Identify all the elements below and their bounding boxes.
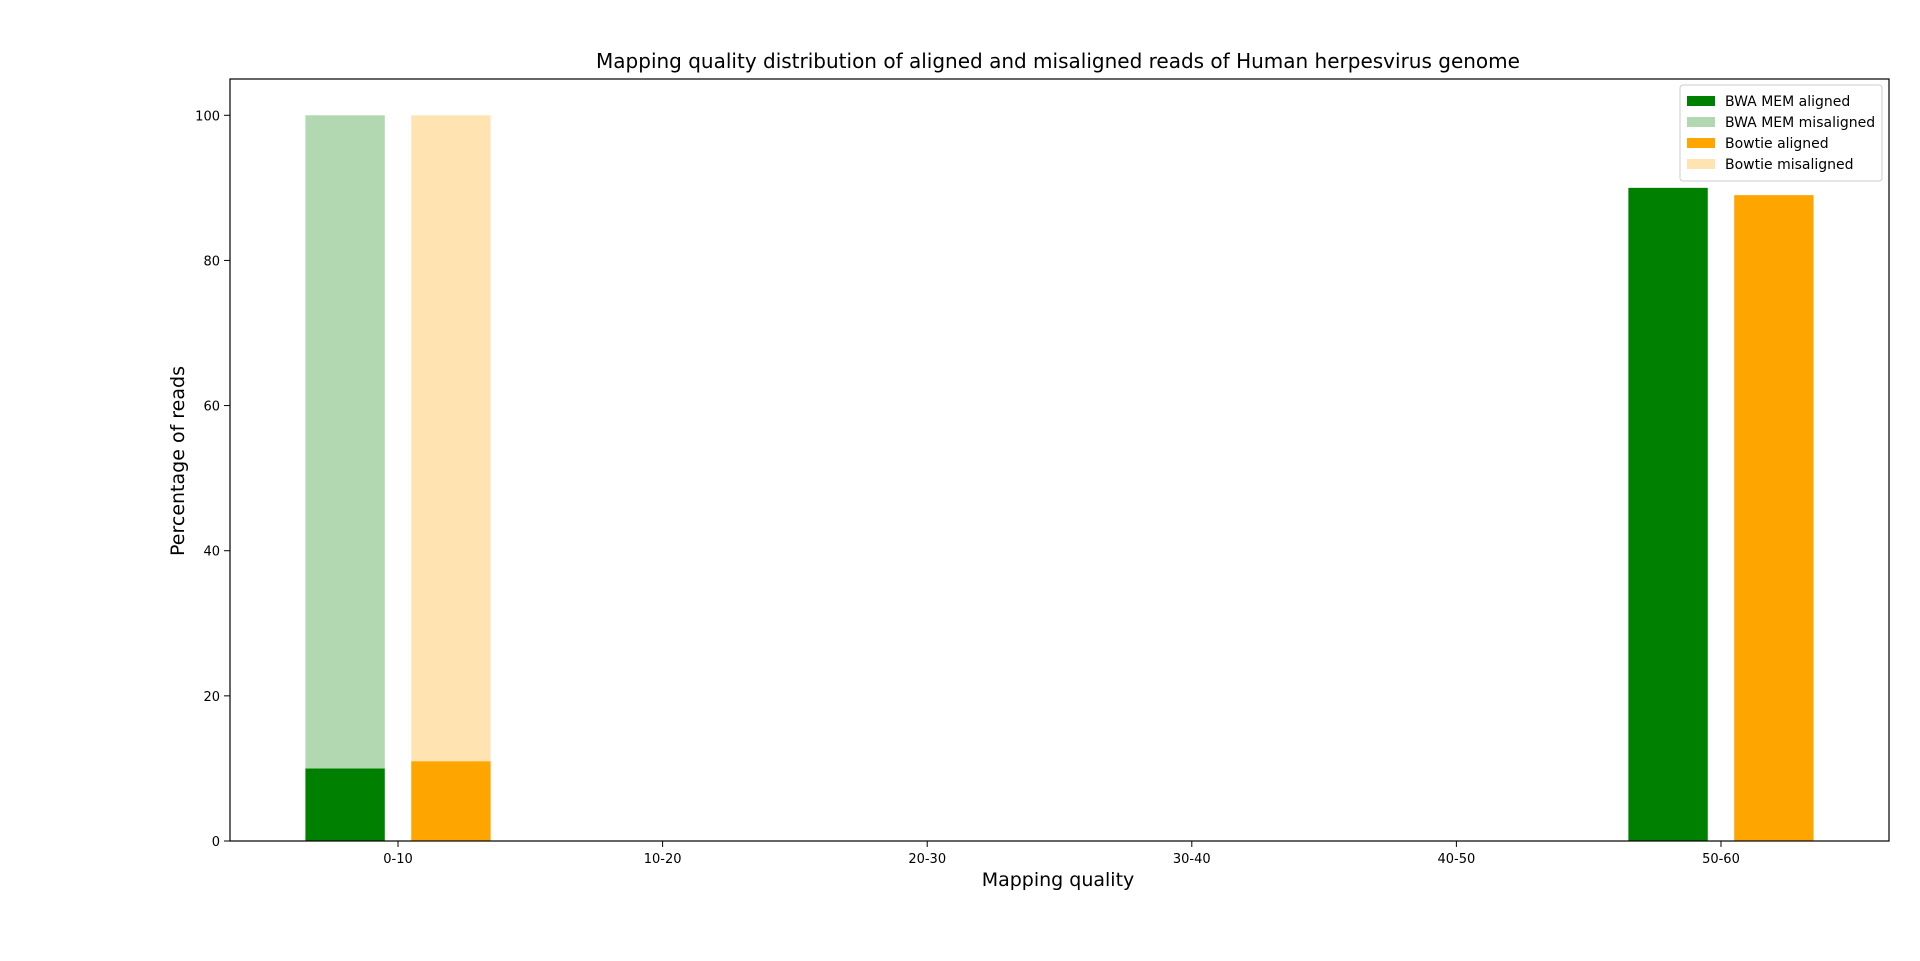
x-axis: 0-10 10-20 20-30 30-40 40-50 50-60 xyxy=(383,841,1740,867)
x-tick-label-10-20: 10-20 xyxy=(644,852,682,867)
y-axis: 0 20 40 60 80 100 xyxy=(195,109,230,850)
x-tick-label-20-30: 20-30 xyxy=(908,852,946,867)
legend-label-1: BWA MEM misaligned xyxy=(1725,115,1875,131)
legend: BWA MEM aligned BWA MEM misaligned Bowtie … xyxy=(1679,84,1883,182)
y-tick-label-60: 60 xyxy=(203,400,220,415)
legend-box xyxy=(1679,84,1883,182)
y-axis-label: Percentage of reads xyxy=(167,366,189,556)
y-tick-label-20: 20 xyxy=(203,690,220,705)
x-axis-label: Mapping quality xyxy=(982,869,1135,891)
y-tick-label-40: 40 xyxy=(203,545,220,560)
x-tick-label-40-50: 40-50 xyxy=(1437,852,1475,867)
bar-bowtie-aligned-50-60 xyxy=(1734,195,1814,842)
legend-swatch-3 xyxy=(1687,159,1715,169)
bar-bwa-aligned-50-60 xyxy=(1628,187,1708,841)
plot-area xyxy=(305,115,1814,842)
x-tick-label-30-40: 30-40 xyxy=(1173,852,1211,867)
legend-swatch-1 xyxy=(1687,117,1715,127)
y-tick-label-100: 100 xyxy=(195,109,220,124)
bar-bwa-aligned-0-10 xyxy=(305,768,385,841)
x-tick-label-0-10: 0-10 xyxy=(383,852,413,867)
bar-bwa-misaligned-0-10 xyxy=(305,115,385,769)
legend-swatch-2 xyxy=(1687,138,1715,148)
y-tick-label-0: 0 xyxy=(212,835,220,850)
x-tick-label-50-60: 50-60 xyxy=(1702,852,1740,867)
legend-swatch-0 xyxy=(1687,96,1715,106)
legend-label-3: Bowtie misaligned xyxy=(1725,157,1854,173)
bar-bowtie-aligned-0-10 xyxy=(411,761,491,841)
chart-title: Mapping quality distribution of aligned … xyxy=(596,49,1520,73)
legend-label-0: BWA MEM aligned xyxy=(1725,94,1850,110)
plot-frame xyxy=(229,78,1890,842)
legend-label-2: Bowtie aligned xyxy=(1725,136,1829,152)
y-tick-label-80: 80 xyxy=(203,254,220,269)
bar-bowtie-misaligned-0-10 xyxy=(411,115,491,762)
